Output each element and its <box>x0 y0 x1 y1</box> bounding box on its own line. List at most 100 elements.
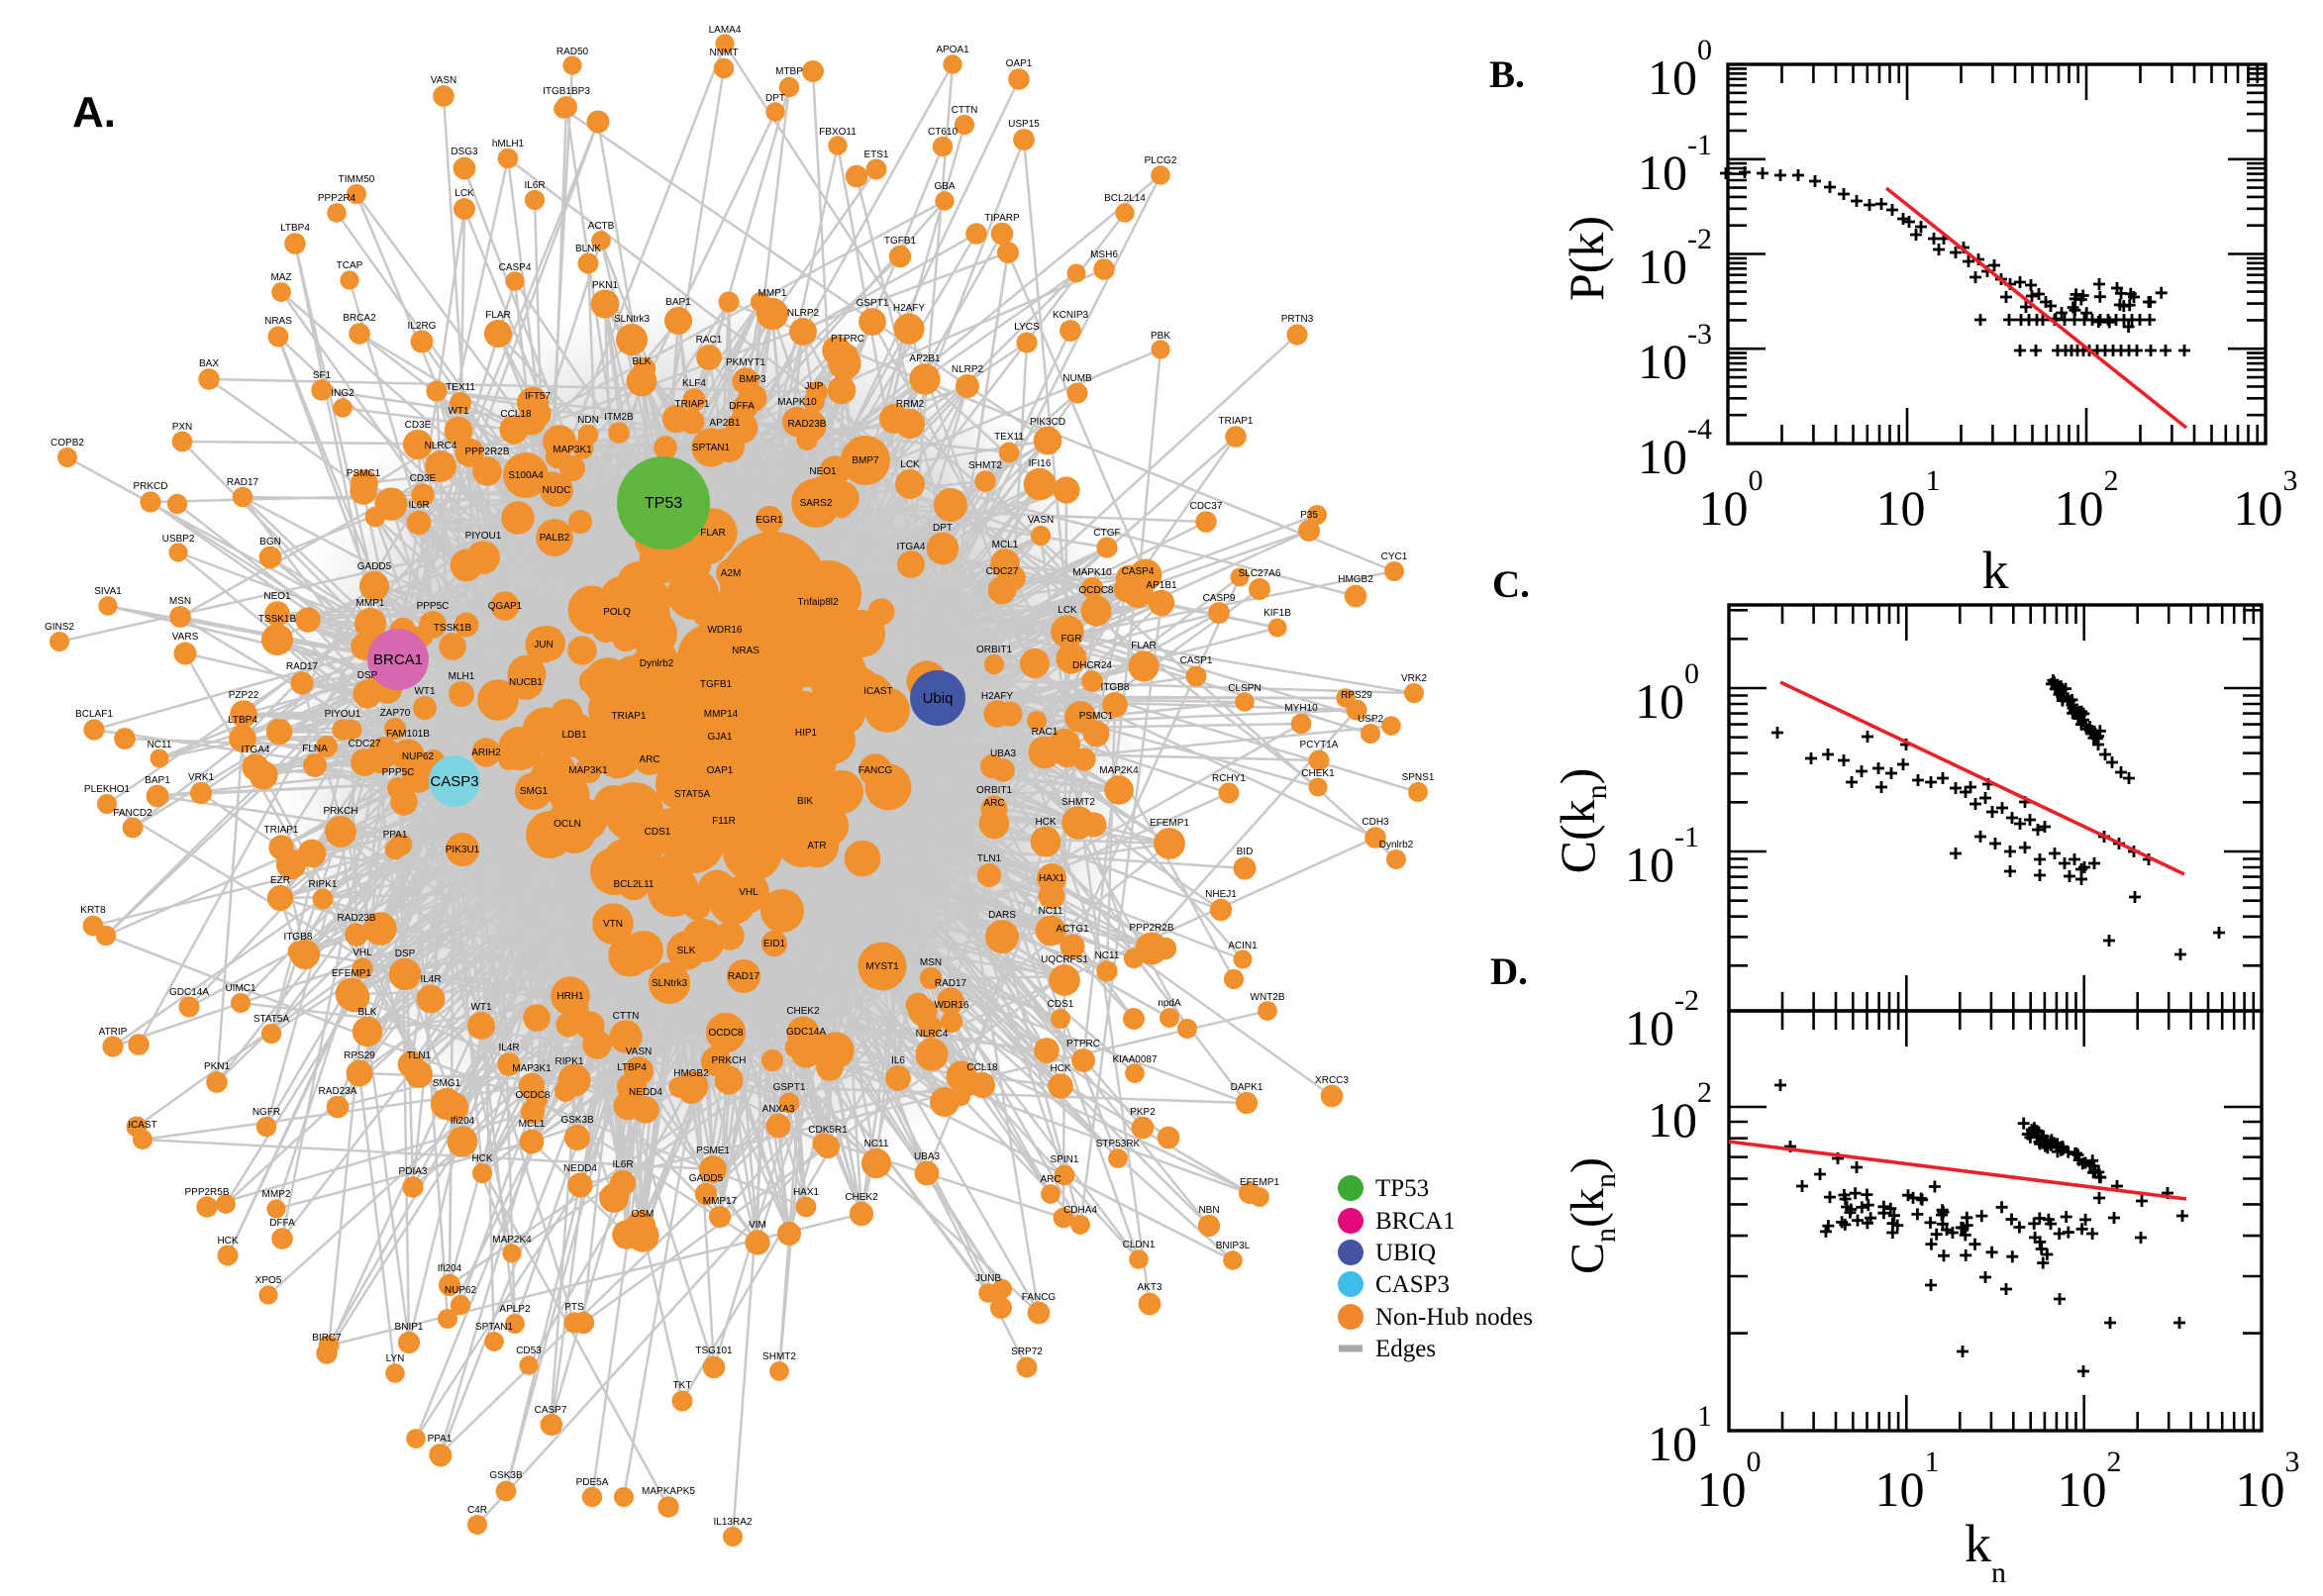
svg-text:P35: P35 <box>1300 510 1318 521</box>
svg-text:BRCA1: BRCA1 <box>373 651 423 668</box>
svg-text:FBXO11: FBXO11 <box>819 127 857 138</box>
svg-text:ICAST: ICAST <box>128 1120 156 1131</box>
svg-text:ARIH2: ARIH2 <box>471 748 501 758</box>
svg-text:B.: B. <box>1489 53 1525 96</box>
svg-text:UBA3: UBA3 <box>914 1151 941 1162</box>
svg-text:DSP: DSP <box>357 670 378 681</box>
svg-text:RAD17: RAD17 <box>728 971 760 982</box>
svg-text:PLEKHO1: PLEKHO1 <box>84 784 131 795</box>
svg-text:PBK: PBK <box>1151 331 1170 342</box>
svg-text:EZR: EZR <box>270 875 290 886</box>
svg-text:IL13RA2: IL13RA2 <box>714 1517 753 1528</box>
svg-text:Ifi204: Ifi204 <box>451 1116 475 1127</box>
svg-text:Dynlrb2: Dynlrb2 <box>1379 840 1414 850</box>
svg-text:VHL: VHL <box>739 887 758 898</box>
svg-text:F11R: F11R <box>712 816 736 827</box>
svg-text:PDE5A: PDE5A <box>576 1477 609 1488</box>
svg-text:OSM: OSM <box>632 1209 655 1220</box>
svg-text:RAD17: RAD17 <box>227 477 259 488</box>
svg-text:CYC1: CYC1 <box>1381 551 1408 562</box>
svg-text:MAP3K1: MAP3K1 <box>568 765 608 776</box>
svg-text:GSPT1: GSPT1 <box>857 298 889 309</box>
svg-text:VRK1: VRK1 <box>188 772 215 783</box>
svg-text:NC11: NC11 <box>864 1139 889 1149</box>
svg-text:PRKCH: PRKCH <box>323 806 357 817</box>
svg-text:SF1: SF1 <box>313 370 332 381</box>
svg-text:MCL1: MCL1 <box>992 540 1019 550</box>
svg-text:CDHA4: CDHA4 <box>1063 1205 1097 1216</box>
svg-text:PKN1: PKN1 <box>592 280 619 291</box>
svg-text:BLK: BLK <box>633 356 652 367</box>
svg-text:ITGA4: ITGA4 <box>897 542 926 552</box>
svg-text:PKMYT1: PKMYT1 <box>726 357 765 368</box>
svg-text:TSSK1B: TSSK1B <box>258 614 297 625</box>
svg-text:PTPRC: PTPRC <box>831 334 864 345</box>
svg-text:DFFA: DFFA <box>269 1218 295 1229</box>
svg-text:MLH1: MLH1 <box>449 671 475 682</box>
svg-text:FGR: FGR <box>1060 634 1081 645</box>
svg-text:CHEK2: CHEK2 <box>786 1006 820 1017</box>
svg-text:MAPK10: MAPK10 <box>1072 567 1112 578</box>
svg-text:TRIAP1: TRIAP1 <box>611 711 646 722</box>
svg-text:TLN1: TLN1 <box>407 1050 432 1061</box>
svg-text:NC11: NC11 <box>148 740 172 750</box>
svg-text:DPT: DPT <box>933 523 953 534</box>
svg-text:AKT3: AKT3 <box>1137 1282 1162 1293</box>
svg-text:SLNtrk3: SLNtrk3 <box>652 978 688 989</box>
svg-text:SMG1: SMG1 <box>433 1078 461 1089</box>
svg-text:IL6R: IL6R <box>408 500 429 511</box>
svg-text:LYN: LYN <box>386 1353 405 1364</box>
svg-text:RIPK1: RIPK1 <box>309 879 338 890</box>
svg-text:VARS: VARS <box>172 632 199 643</box>
svg-text:KIAA0087: KIAA0087 <box>1112 1054 1157 1065</box>
svg-text:WT1: WT1 <box>414 686 436 697</box>
svg-text:ARC: ARC <box>983 798 1004 809</box>
svg-text:MAPKAPK5: MAPKAPK5 <box>642 1486 695 1497</box>
svg-text:KLF4: KLF4 <box>682 378 706 389</box>
svg-text:CTTN: CTTN <box>613 1011 640 1022</box>
svg-text:UIMC1: UIMC1 <box>225 983 256 994</box>
svg-text:RAC1: RAC1 <box>696 335 723 346</box>
svg-text:TSG101: TSG101 <box>695 1346 733 1356</box>
svg-text:SPNS1: SPNS1 <box>1402 772 1435 783</box>
svg-text:DARS: DARS <box>988 910 1016 921</box>
svg-text:BCL2L11: BCL2L11 <box>614 879 655 890</box>
svg-text:MMP1: MMP1 <box>356 598 385 609</box>
svg-text:XRCC3: XRCC3 <box>1315 1075 1349 1086</box>
svg-text:RAD23B: RAD23B <box>788 419 827 430</box>
svg-text:BCL2L14: BCL2L14 <box>1104 193 1146 204</box>
svg-text:RAD23A: RAD23A <box>319 1086 357 1097</box>
svg-text:MAP3K1: MAP3K1 <box>512 1063 552 1074</box>
svg-text:WNT2B: WNT2B <box>1251 992 1285 1003</box>
svg-text:PALB2: PALB2 <box>540 533 570 544</box>
svg-text:PPP2R2B: PPP2R2B <box>464 447 509 457</box>
svg-text:PDIA3: PDIA3 <box>399 1166 428 1177</box>
svg-text:BAP1: BAP1 <box>145 775 170 786</box>
svg-text:OCDC8: OCDC8 <box>515 1090 550 1101</box>
svg-text:PRTN3: PRTN3 <box>1281 314 1314 325</box>
svg-text:OCLN: OCLN <box>554 819 581 830</box>
svg-text:STP53RK: STP53RK <box>1096 1139 1141 1149</box>
svg-text:SHMT2: SHMT2 <box>968 460 1002 471</box>
svg-text:ACTB: ACTB <box>588 221 615 232</box>
svg-text:LDB1: LDB1 <box>561 730 586 741</box>
svg-text:ORBIT1: ORBIT1 <box>976 645 1013 655</box>
svg-text:STAT5A: STAT5A <box>674 789 711 800</box>
svg-text:PIYOU1: PIYOU1 <box>465 531 502 542</box>
svg-text:HMGB2: HMGB2 <box>673 1068 709 1079</box>
svg-text:IL6R: IL6R <box>612 1159 633 1170</box>
svg-text:ANXA3: ANXA3 <box>762 1104 795 1115</box>
svg-text:Ifi204: Ifi204 <box>438 1263 462 1274</box>
svg-text:ING2: ING2 <box>331 388 354 399</box>
svg-text:HAX1: HAX1 <box>1039 873 1065 884</box>
svg-text:PPP5C: PPP5C <box>382 767 415 778</box>
svg-text:IL4R: IL4R <box>498 1043 519 1053</box>
svg-text:SLNtrk3: SLNtrk3 <box>614 314 651 325</box>
svg-text:HCK: HCK <box>1050 1063 1070 1074</box>
svg-text:IL6R: IL6R <box>524 180 545 191</box>
svg-text:BNIP3L: BNIP3L <box>1216 1241 1251 1251</box>
svg-text:TRIAP1: TRIAP1 <box>674 399 709 410</box>
svg-text:OAP1: OAP1 <box>707 765 734 776</box>
svg-text:GADD5: GADD5 <box>689 1173 724 1184</box>
svg-text:BRCA2: BRCA2 <box>343 313 376 324</box>
